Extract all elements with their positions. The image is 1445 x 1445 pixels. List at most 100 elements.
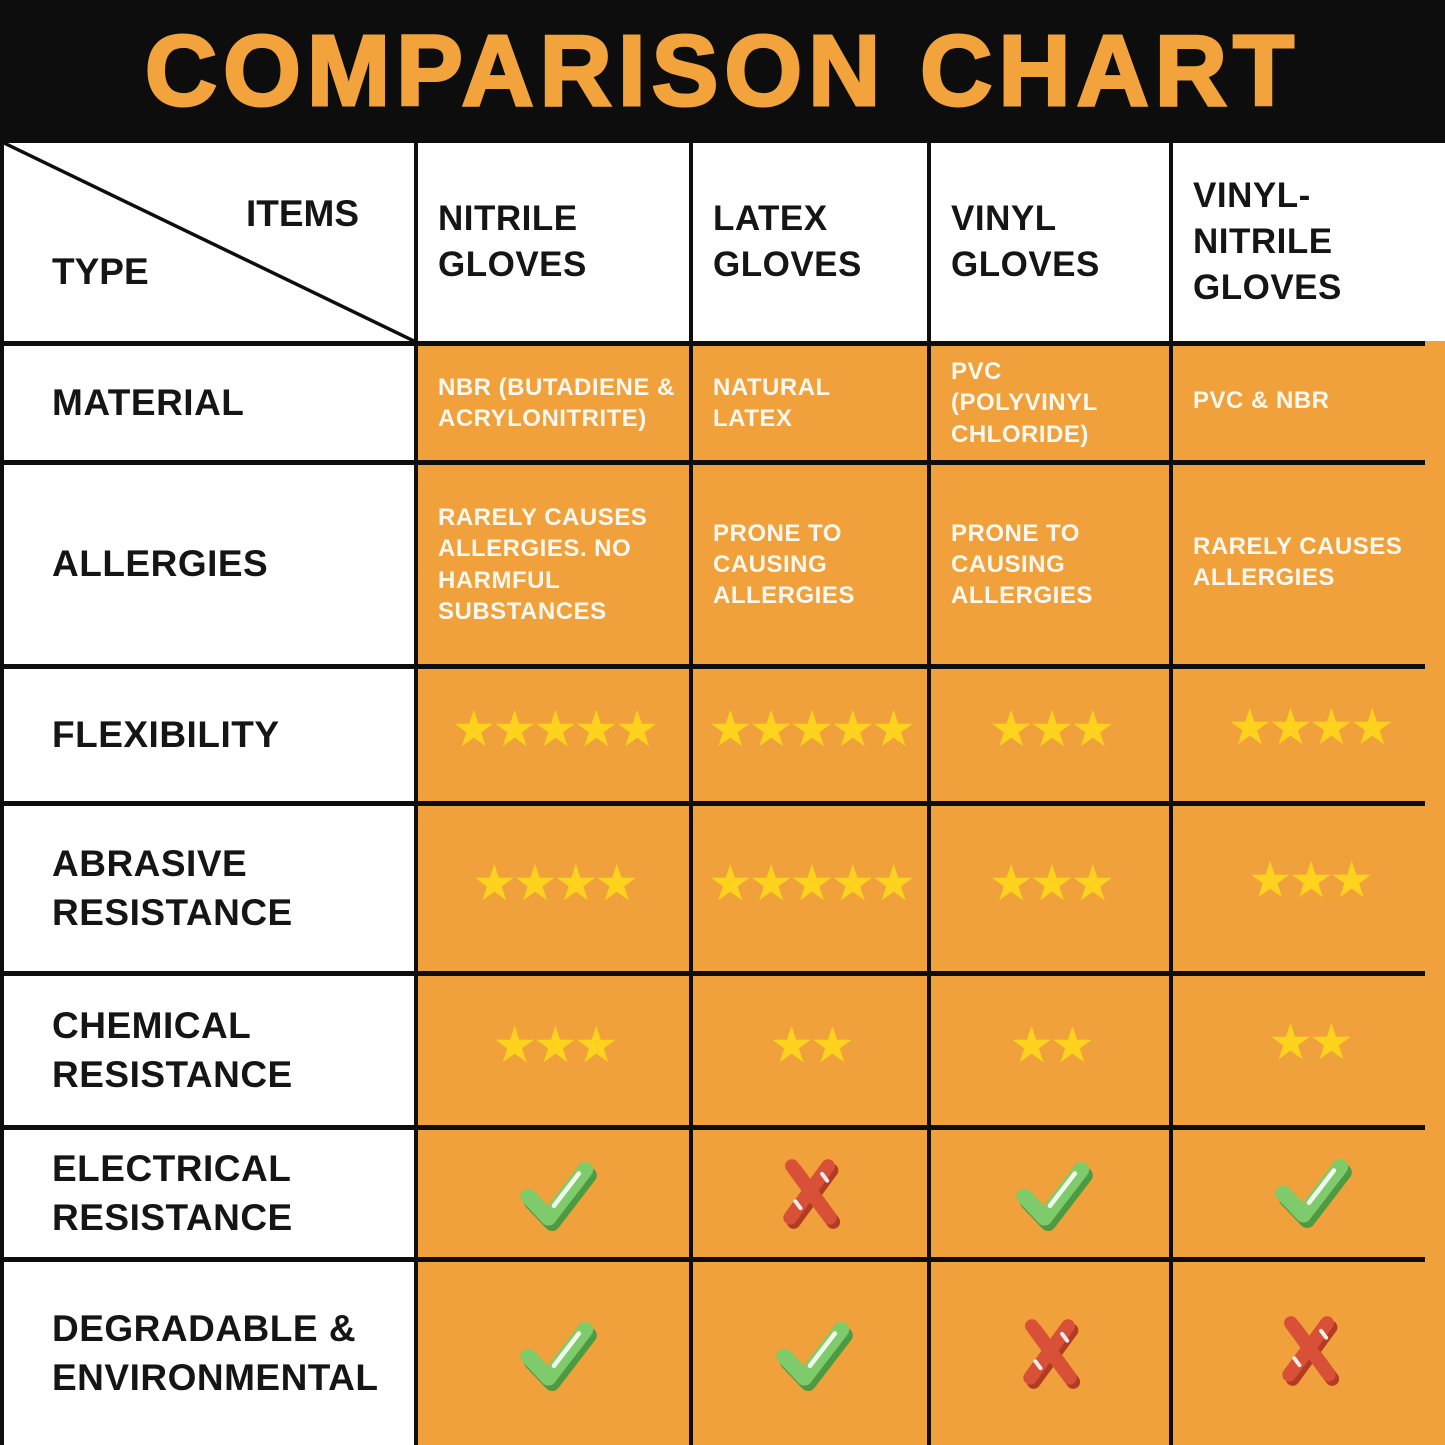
row-label-text: ELECTRICAL RESISTANCE: [52, 1148, 293, 1238]
star-icon: ★: [1288, 851, 1334, 909]
table-cell: ★ ★ ★ ★ ★: [693, 664, 931, 801]
table-cell: NBR (BUTADIENE & ACRYLONITRITE): [418, 341, 693, 460]
table-cell: ★ ★: [1173, 971, 1445, 1125]
page-title: COMPARISON CHART: [143, 14, 1301, 129]
table-row: ALLERGIES RARELY CAUSES ALLERGIES. NO HAR…: [0, 460, 1445, 664]
star-icon: ★: [492, 700, 537, 758]
star-icon: ★: [1009, 1015, 1054, 1074]
star-icon: ★: [789, 853, 835, 912]
diagonal-divider: [4, 143, 414, 341]
row-label: DEGRADABLE & ENVIRONMENTAL: [0, 1257, 418, 1445]
star-icon: ★: [1309, 697, 1354, 756]
table-row: ABRASIVE RESISTANCE ★ ★ ★ ★ ★ ★ ★ ★ ★ ★ ★ ★ ★ ★ ★: [0, 801, 1445, 971]
table-cell: RARELY CAUSES ALLERGIES. NO HARMFUL SUBS…: [418, 460, 693, 664]
star-icon: ★: [748, 700, 794, 758]
table-cell: ★ ★ ★: [1173, 801, 1445, 971]
comparison-table: ITEMS TYPE NITRILE GLOVES LATEX GLOVES VIN…: [0, 143, 1445, 1445]
column-header-label: VINYL GLOVES: [951, 198, 1100, 284]
column-header-label: VINYL-NITRILE GLOVES: [1193, 175, 1342, 308]
row-label: ELECTRICAL RESISTANCE: [0, 1125, 418, 1257]
star-icon: ★: [614, 700, 660, 758]
table-cell: [1173, 1125, 1445, 1257]
star-icon: ★: [471, 853, 517, 912]
table-cell: [931, 1257, 1173, 1445]
star-icon: ★: [1227, 697, 1272, 756]
table-cell: ★ ★ ★ ★: [418, 801, 693, 971]
table-cell: NATURAL LATEX: [693, 341, 931, 460]
star-icon: ★: [769, 1015, 814, 1074]
table-cell: [1173, 1257, 1445, 1445]
title-banner: COMPARISON CHART: [0, 0, 1445, 143]
table-body: MATERIAL NBR (BUTADIENE & ACRYLONITRITE) N…: [0, 341, 1445, 1445]
star-icon: ★: [748, 853, 794, 912]
row-label-text: DEGRADABLE & ENVIRONMENTAL: [52, 1308, 379, 1398]
cross-icon: [783, 1158, 841, 1229]
star-icon: ★: [1070, 853, 1115, 912]
star-icon: ★: [988, 853, 1034, 912]
star-icon: ★: [553, 853, 599, 912]
column-header-4: VINYL-NITRILE GLOVES: [1173, 143, 1445, 341]
star-icon: ★: [1050, 1015, 1095, 1074]
cell-text: NATURAL LATEX: [713, 373, 831, 432]
table-row: CHEMICAL RESISTANCE ★ ★ ★ ★ ★ ★ ★ ★ ★: [0, 971, 1445, 1125]
row-label-text: CHEMICAL RESISTANCE: [52, 1005, 293, 1095]
star-icon: ★: [1029, 853, 1075, 912]
table-cell: ★ ★: [693, 971, 931, 1125]
cell-text: PRONE TO CAUSING ALLERGIES: [713, 519, 855, 610]
table-cell: ★ ★ ★: [931, 801, 1173, 971]
cell-text: PVC & NBR: [1193, 386, 1330, 414]
header-row: ITEMS TYPE NITRILE GLOVES LATEX GLOVES VIN…: [0, 143, 1445, 341]
table-cell: PVC (POLYVINYL CHLORIDE): [931, 341, 1173, 460]
column-header-3: VINYL GLOVES: [931, 143, 1173, 341]
table-cell: RARELY CAUSES ALLERGIES: [1173, 460, 1445, 664]
cross-icon: [1023, 1318, 1081, 1389]
star-icon: ★: [573, 700, 619, 758]
star-icon: ★: [1329, 851, 1374, 909]
row-label: MATERIAL: [0, 341, 418, 460]
check-icon: [776, 1321, 853, 1391]
table-cell: [418, 1125, 693, 1257]
star-icon: ★: [871, 700, 916, 758]
cell-text: RARELY CAUSES ALLERGIES. NO HARMFUL SUBS…: [438, 504, 648, 625]
cell-text: NBR (BUTADIENE & ACRYLONITRITE): [438, 373, 675, 432]
star-icon: ★: [707, 700, 753, 758]
table-cell: PRONE TO CAUSING ALLERGIES: [931, 460, 1173, 664]
check-icon: [519, 1161, 597, 1231]
star-icon: ★: [871, 853, 916, 912]
table-cell: ★ ★ ★ ★ ★: [693, 801, 931, 971]
table-cell: ★ ★ ★ ★ ★: [418, 664, 693, 801]
table-row: ELECTRICAL RESISTANCE: [0, 1125, 1445, 1257]
star-icon: ★: [1029, 700, 1075, 758]
table-cell: PRONE TO CAUSING ALLERGIES: [693, 460, 931, 664]
table-cell: [931, 1125, 1173, 1257]
table-cell: ★ ★ ★: [418, 971, 693, 1125]
star-icon: ★: [1309, 1013, 1354, 1071]
column-header-1: NITRILE GLOVES: [418, 143, 693, 341]
star-icon: ★: [533, 700, 578, 758]
cell-text: RARELY CAUSES ALLERGIES: [1193, 532, 1403, 591]
star-icon: ★: [1268, 697, 1313, 756]
table-cell: ★ ★ ★ ★: [1173, 664, 1445, 801]
row-label: ABRASIVE RESISTANCE: [0, 801, 418, 971]
table-cell: [693, 1257, 931, 1445]
table-cell: [693, 1125, 931, 1257]
star-icon: ★: [789, 700, 835, 758]
row-label-text: ALLERGIES: [52, 543, 269, 585]
row-label-text: MATERIAL: [52, 381, 245, 423]
row-label-text: FLEXIBILITY: [52, 713, 280, 755]
table-row: FLEXIBILITY ★ ★ ★ ★ ★ ★ ★ ★ ★ ★ ★ ★ ★ ★ ★ ★ ★: [0, 664, 1445, 801]
check-icon: [1275, 1159, 1352, 1229]
row-label: ALLERGIES: [0, 460, 418, 664]
star-icon: ★: [830, 853, 875, 912]
star-icon: ★: [512, 853, 558, 912]
check-icon: [1016, 1161, 1093, 1231]
star-icon: ★: [533, 1015, 578, 1074]
table-row: DEGRADABLE & ENVIRONMENTAL: [0, 1257, 1445, 1445]
row-label: CHEMICAL RESISTANCE: [0, 971, 418, 1125]
star-icon: ★: [707, 853, 753, 912]
star-icon: ★: [1070, 700, 1115, 758]
table-cell: PVC & NBR: [1173, 341, 1445, 460]
table-row: MATERIAL NBR (BUTADIENE & ACRYLONITRITE) N…: [0, 341, 1445, 460]
star-icon: ★: [1349, 697, 1395, 756]
star-icon: ★: [1247, 851, 1293, 909]
